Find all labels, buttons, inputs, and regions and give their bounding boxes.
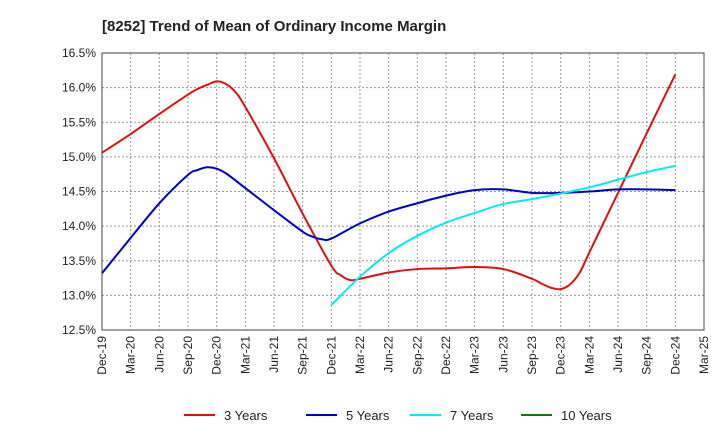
y-tick-label: 16.0%	[62, 81, 96, 95]
x-tick-label: Mar-23	[468, 336, 482, 374]
y-tick-label: 12.5%	[62, 323, 96, 337]
x-tick-label: Jun-23	[496, 336, 510, 373]
y-axis: 12.5% 13.0% 13.5% 14.0% 14.5% 15.0% 15.5% 16.0%…	[62, 46, 96, 337]
x-tick-label: Sep-23	[525, 336, 539, 375]
x-tick-label: Sep-21	[296, 336, 310, 375]
legend-label-5-years: 5 Years	[346, 408, 390, 423]
grid	[101, 52, 705, 331]
x-tick-label: Sep-22	[410, 336, 424, 375]
legend-label-3-years: 3 Years	[224, 408, 268, 423]
x-tick-label: Dec-20	[210, 336, 224, 375]
legend-label-7-years: 7 Years	[450, 408, 494, 423]
plot-frame	[101, 52, 705, 331]
x-tick-label: Sep-24	[640, 336, 654, 375]
x-tick-label: Mar-25	[697, 336, 711, 374]
x-tick-label: Dec-21	[324, 336, 338, 375]
x-tick-label: Jun-21	[267, 336, 281, 373]
series-line-3-years	[101, 74, 677, 291]
x-tick-label: Mar-20	[124, 336, 138, 374]
chart-title: [8252] Trend of Mean of Ordinary Income …	[102, 18, 446, 35]
x-tick-label: Dec-23	[554, 336, 568, 375]
y-tick-label: 13.5%	[62, 254, 96, 268]
y-tick-label: 15.0%	[62, 150, 96, 164]
legend-label-10-years: 10 Years	[561, 408, 612, 423]
plot-series	[101, 74, 677, 306]
x-tick-label: Dec-19	[95, 336, 109, 375]
x-tick-label: Sep-20	[181, 336, 195, 375]
legend: 3 Years 5 Years 7 Years 10 Years	[184, 408, 612, 423]
y-tick-label: 16.5%	[62, 46, 96, 60]
y-tick-label: 14.0%	[62, 219, 96, 233]
series-line-7-years	[330, 164, 676, 306]
series-line-5-years	[101, 166, 676, 274]
x-tick-label: Dec-24	[668, 336, 682, 375]
x-axis: Dec-19 Mar-20 Jun-20 Sep-20 Dec-20 Mar-21 Jun-…	[95, 336, 711, 375]
x-tick-label: Jun-22	[382, 336, 396, 373]
x-tick-label: Jun-24	[611, 336, 625, 373]
x-tick-label: Dec-22	[439, 336, 453, 375]
y-tick-label: 14.5%	[62, 185, 96, 199]
x-tick-label: Jun-20	[152, 336, 166, 373]
x-tick-label: Mar-22	[353, 336, 367, 374]
y-tick-label: 13.0%	[62, 288, 96, 302]
y-tick-label: 15.5%	[62, 115, 96, 129]
x-tick-label: Mar-21	[238, 336, 252, 374]
x-tick-label: Mar-24	[582, 336, 596, 374]
